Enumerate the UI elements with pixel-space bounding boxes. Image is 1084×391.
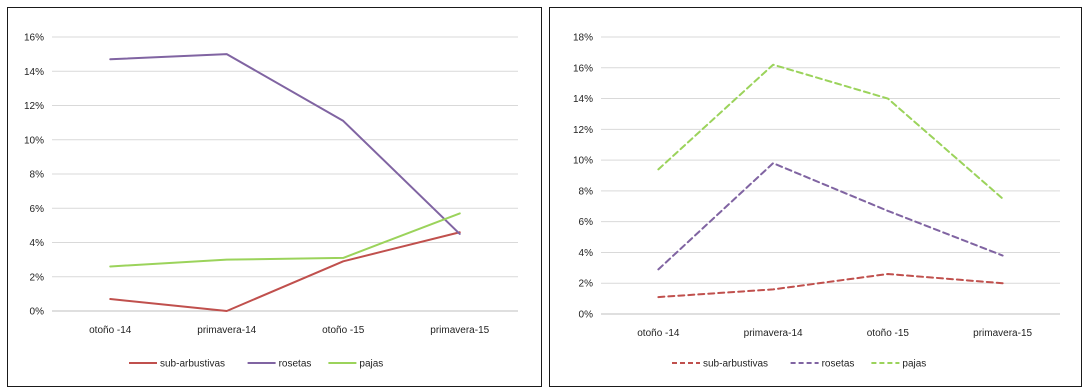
y-tick-label: 2% [579, 279, 594, 290]
y-tick-label: 8% [30, 170, 45, 181]
legend-label: pajas [359, 359, 383, 370]
y-tick-label: 14% [24, 67, 44, 78]
series-line-pajas [657, 63, 1004, 200]
x-tick-label: primavera-14 [744, 328, 803, 339]
y-tick-label: 6% [30, 204, 45, 215]
y-tick-label: 18% [573, 33, 593, 44]
chart-right: 0% 2% 4% 6% 8% 10% 12% 14% 16% 18% otoño -14 primav… [549, 7, 1082, 387]
legend-label: rosetas [279, 359, 312, 370]
y-tick-label: 0% [30, 307, 45, 318]
y-tick-label: 0% [579, 310, 594, 321]
chart-left: 0% 2% 4% 6% 8% 10% 12% 14% 16% otoño -14 primavera… [7, 7, 542, 387]
series-line-sub-arbustivas [657, 272, 1004, 299]
x-tick-label: otoño -14 [637, 328, 680, 339]
series-line-rosetas [109, 53, 461, 235]
y-tick-label: 12% [573, 125, 593, 136]
y-tick-label: 2% [30, 272, 45, 283]
y-tick-label: 14% [573, 94, 593, 105]
x-tick-label: primavera-15 [973, 328, 1032, 339]
series-line-rosetas [657, 162, 1004, 271]
series-line-pajas [109, 212, 461, 268]
x-tick-label: otoño -15 [322, 325, 365, 336]
legend-label: sub-arbustivas [703, 359, 768, 370]
series-line-sub-arbustivas [109, 231, 461, 312]
x-tick-label: otoño -14 [89, 325, 132, 336]
y-tick-label: 10% [573, 156, 593, 167]
legend-label: sub-arbustivas [160, 359, 225, 370]
y-tick-label: 10% [24, 135, 44, 146]
y-tick-label: 8% [579, 186, 594, 197]
y-tick-label: 16% [573, 63, 593, 74]
y-tick-label: 4% [30, 238, 45, 249]
y-tick-label: 6% [579, 217, 594, 228]
x-tick-label: otoño -15 [867, 328, 910, 339]
y-tick-label: 12% [24, 101, 44, 112]
y-tick-label: 4% [579, 248, 594, 259]
chart-right-svg: 0% 2% 4% 6% 8% 10% 12% 14% 16% 18% otoño -14 primav… [573, 33, 1060, 370]
x-tick-label: primavera-15 [430, 325, 489, 336]
y-tick-label: 16% [24, 33, 44, 44]
legend-label: rosetas [822, 359, 855, 370]
x-tick-label: primavera-14 [197, 325, 256, 336]
legend-label: pajas [902, 359, 926, 370]
chart-left-svg: 0% 2% 4% 6% 8% 10% 12% 14% 16% otoño -14 primavera… [24, 33, 518, 370]
